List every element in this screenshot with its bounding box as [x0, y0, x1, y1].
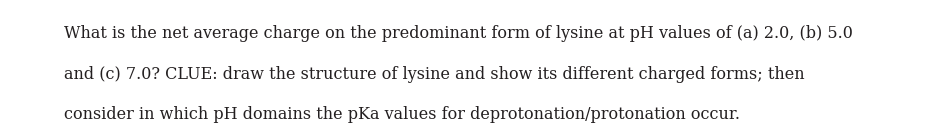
Text: and (c) 7.0? CLUE: draw the structure of lysine and show its different charged f: and (c) 7.0? CLUE: draw the structure of…: [64, 66, 804, 83]
Text: consider in which pH domains the pKa values for deprotonation/protonation occur.: consider in which pH domains the pKa val…: [64, 106, 739, 123]
Text: What is the net average charge on the predominant form of lysine at pH values of: What is the net average charge on the pr…: [64, 25, 852, 42]
